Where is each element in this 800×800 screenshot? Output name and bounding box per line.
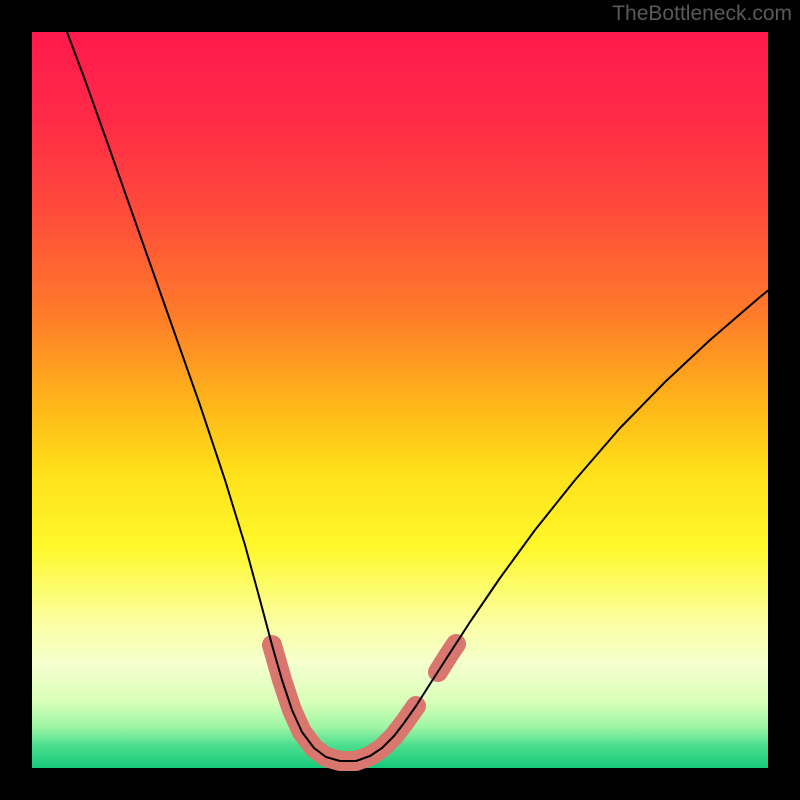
chart-container: TheBottleneck.com [0, 0, 800, 800]
watermark-label: TheBottleneck.com [612, 2, 792, 26]
bottleneck-chart [0, 0, 800, 800]
